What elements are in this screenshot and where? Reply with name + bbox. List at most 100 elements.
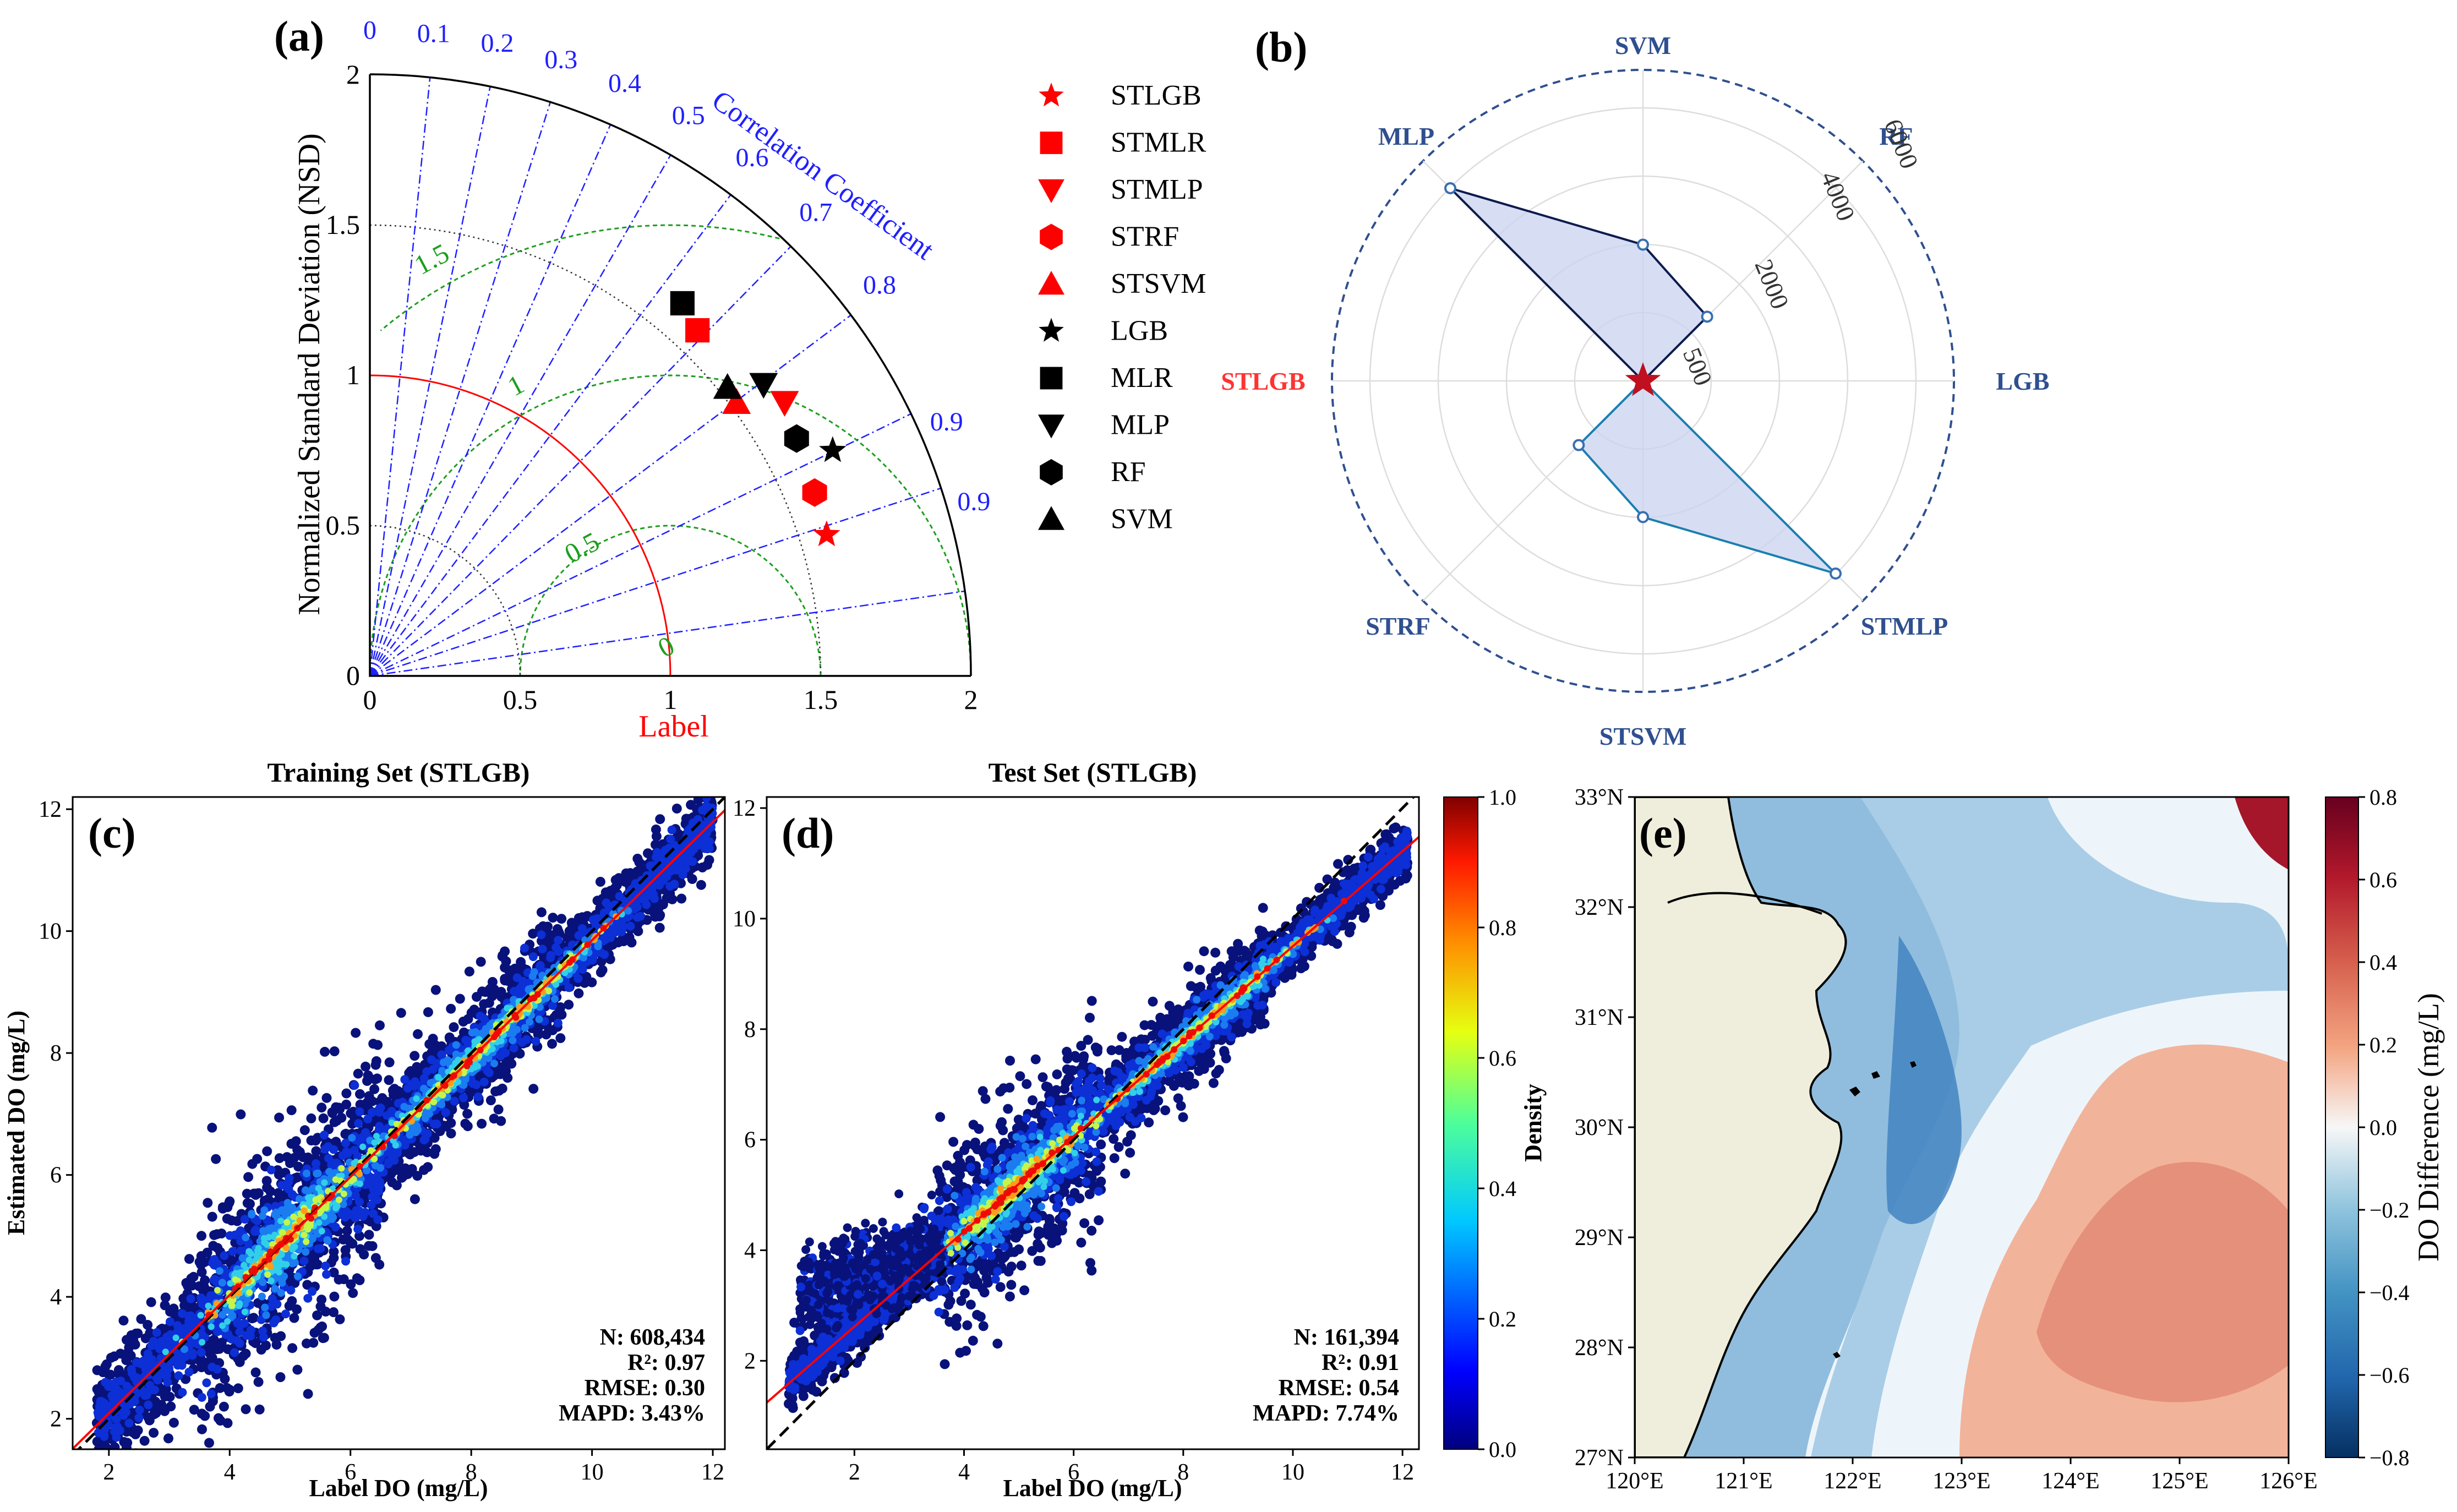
density-point bbox=[574, 988, 584, 998]
density-point bbox=[116, 1376, 125, 1385]
density-point bbox=[219, 1401, 229, 1412]
y-tick-label: 0 bbox=[346, 660, 360, 691]
x-tick-label: 0.5 bbox=[503, 684, 538, 715]
density-point bbox=[548, 913, 558, 923]
density-point bbox=[594, 942, 602, 951]
correlation-tick-label: 0.7 bbox=[799, 198, 832, 227]
density-point bbox=[329, 1247, 339, 1257]
density-point bbox=[112, 1449, 122, 1459]
reference-arc bbox=[369, 374, 671, 676]
panel-label-a: (a) bbox=[274, 12, 324, 60]
density-point bbox=[670, 865, 679, 875]
density-point bbox=[181, 1374, 191, 1384]
density-point bbox=[528, 972, 537, 980]
density-point bbox=[100, 1440, 110, 1449]
density-point bbox=[112, 1433, 121, 1442]
density-point bbox=[667, 825, 676, 834]
density-point bbox=[528, 1084, 539, 1094]
legend-marker-lgb bbox=[1039, 318, 1064, 342]
density-point bbox=[262, 1311, 270, 1319]
density-point bbox=[238, 1254, 247, 1262]
density-point bbox=[311, 1146, 321, 1156]
density-point bbox=[194, 1257, 205, 1267]
density-point bbox=[372, 1195, 381, 1204]
density-point bbox=[196, 1231, 206, 1241]
correlation-tick-label: 0.2 bbox=[481, 29, 514, 58]
density-point bbox=[574, 931, 583, 940]
density-point bbox=[316, 1295, 327, 1305]
correlation-ray bbox=[369, 86, 491, 676]
density-point bbox=[262, 1146, 272, 1156]
density-point bbox=[361, 1061, 371, 1072]
density-point bbox=[146, 1297, 156, 1307]
density-point bbox=[177, 1355, 187, 1364]
density-point bbox=[555, 1033, 566, 1044]
density-point bbox=[430, 985, 441, 995]
density-point bbox=[275, 1372, 286, 1382]
density-point bbox=[252, 1154, 263, 1164]
density-point bbox=[378, 1096, 389, 1106]
density-point bbox=[373, 1215, 383, 1224]
density-point bbox=[236, 1320, 245, 1330]
density-point bbox=[449, 1022, 459, 1033]
density-point bbox=[353, 1225, 363, 1234]
density-point bbox=[500, 946, 510, 957]
radar-label-lgb: LGB bbox=[1996, 367, 2049, 395]
density-point bbox=[242, 1233, 250, 1242]
density-point bbox=[289, 1313, 299, 1323]
density-point bbox=[368, 1108, 376, 1117]
density-point bbox=[370, 1074, 380, 1085]
density-point bbox=[203, 1198, 213, 1208]
density-point bbox=[197, 1424, 207, 1434]
density-point bbox=[522, 1035, 531, 1044]
density-point bbox=[286, 1105, 297, 1116]
density-point bbox=[649, 894, 659, 903]
density-point bbox=[265, 1186, 276, 1197]
density-point bbox=[348, 1134, 356, 1142]
density-point bbox=[450, 1096, 459, 1106]
density-point bbox=[274, 1112, 285, 1123]
density-point bbox=[240, 1215, 249, 1224]
density-point bbox=[283, 1199, 292, 1207]
density-point bbox=[384, 1057, 395, 1068]
x-tick-label: 1.5 bbox=[804, 684, 838, 715]
density-point bbox=[364, 1091, 374, 1101]
density-point bbox=[208, 1241, 219, 1251]
correlation-ray bbox=[369, 590, 965, 677]
density-point bbox=[236, 1109, 246, 1120]
density-point bbox=[194, 1455, 204, 1465]
legend-label-strf: STRF bbox=[1111, 221, 1179, 253]
density-point bbox=[202, 1378, 211, 1388]
density-point bbox=[428, 1034, 438, 1044]
density-point bbox=[188, 1349, 197, 1358]
correlation-tick-label: 0.3 bbox=[544, 45, 577, 74]
radar-vertex-rf bbox=[1701, 310, 1713, 323]
taylor-point-mlr bbox=[670, 291, 695, 316]
density-point bbox=[210, 1336, 220, 1347]
density-point bbox=[340, 1245, 351, 1256]
density-point bbox=[351, 1028, 361, 1038]
taylor-arc-label: Correlation Coefficient bbox=[706, 85, 940, 266]
y-tick-label: 1 bbox=[346, 359, 360, 390]
density-point bbox=[479, 1077, 489, 1087]
density-point bbox=[346, 1108, 356, 1118]
density-point bbox=[92, 1437, 102, 1447]
density-point bbox=[412, 1128, 420, 1137]
density-point bbox=[215, 1383, 225, 1393]
density-point bbox=[121, 1463, 131, 1473]
density-point bbox=[503, 1073, 513, 1083]
density-point bbox=[318, 1113, 329, 1123]
density-point bbox=[321, 1262, 330, 1270]
density-point bbox=[520, 943, 529, 953]
std-arc bbox=[369, 224, 822, 676]
density-point bbox=[341, 1088, 352, 1099]
density-point bbox=[518, 980, 528, 989]
radar-polygon-base bbox=[1449, 187, 1709, 383]
density-point bbox=[125, 1350, 136, 1361]
density-point bbox=[410, 1051, 420, 1061]
density-point bbox=[246, 1331, 255, 1341]
density-point bbox=[351, 1191, 360, 1200]
density-point bbox=[534, 1008, 544, 1018]
density-point bbox=[554, 936, 563, 945]
density-point bbox=[343, 1149, 352, 1158]
